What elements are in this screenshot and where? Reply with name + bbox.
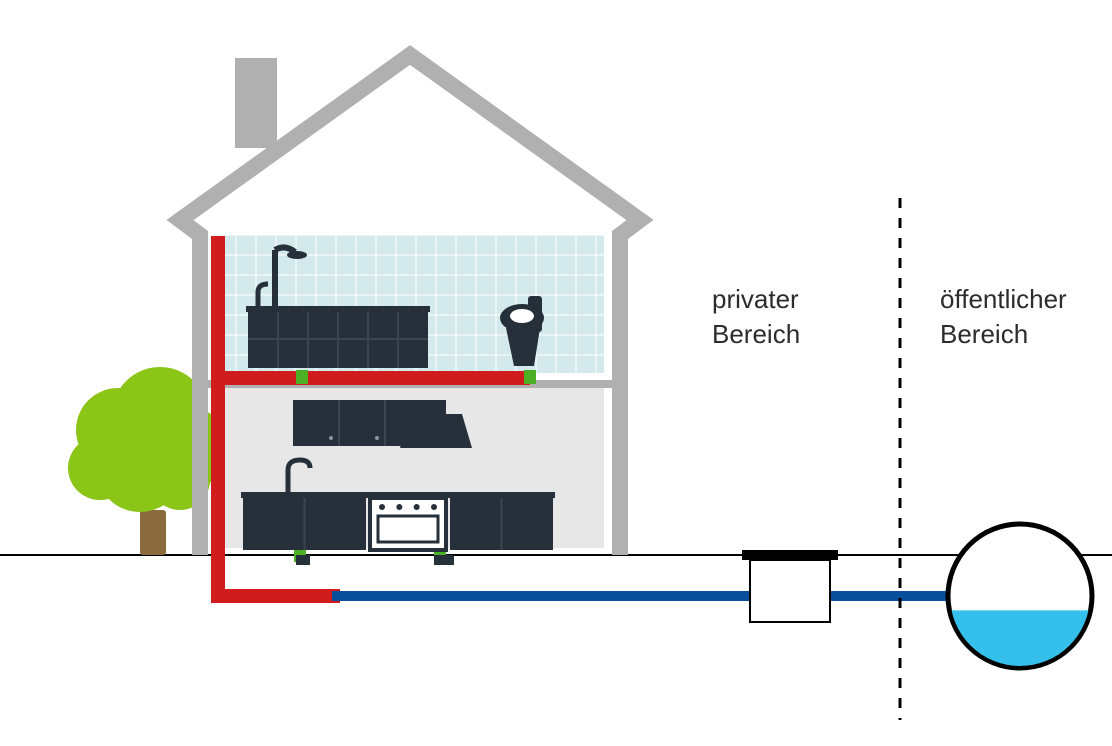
label-public-area: öffentlicher Bereich (940, 282, 1067, 352)
house (180, 55, 640, 555)
label-private-area: privater Bereich (712, 282, 800, 352)
sewer-main (948, 524, 1092, 746)
inspection-chamber (742, 550, 838, 622)
